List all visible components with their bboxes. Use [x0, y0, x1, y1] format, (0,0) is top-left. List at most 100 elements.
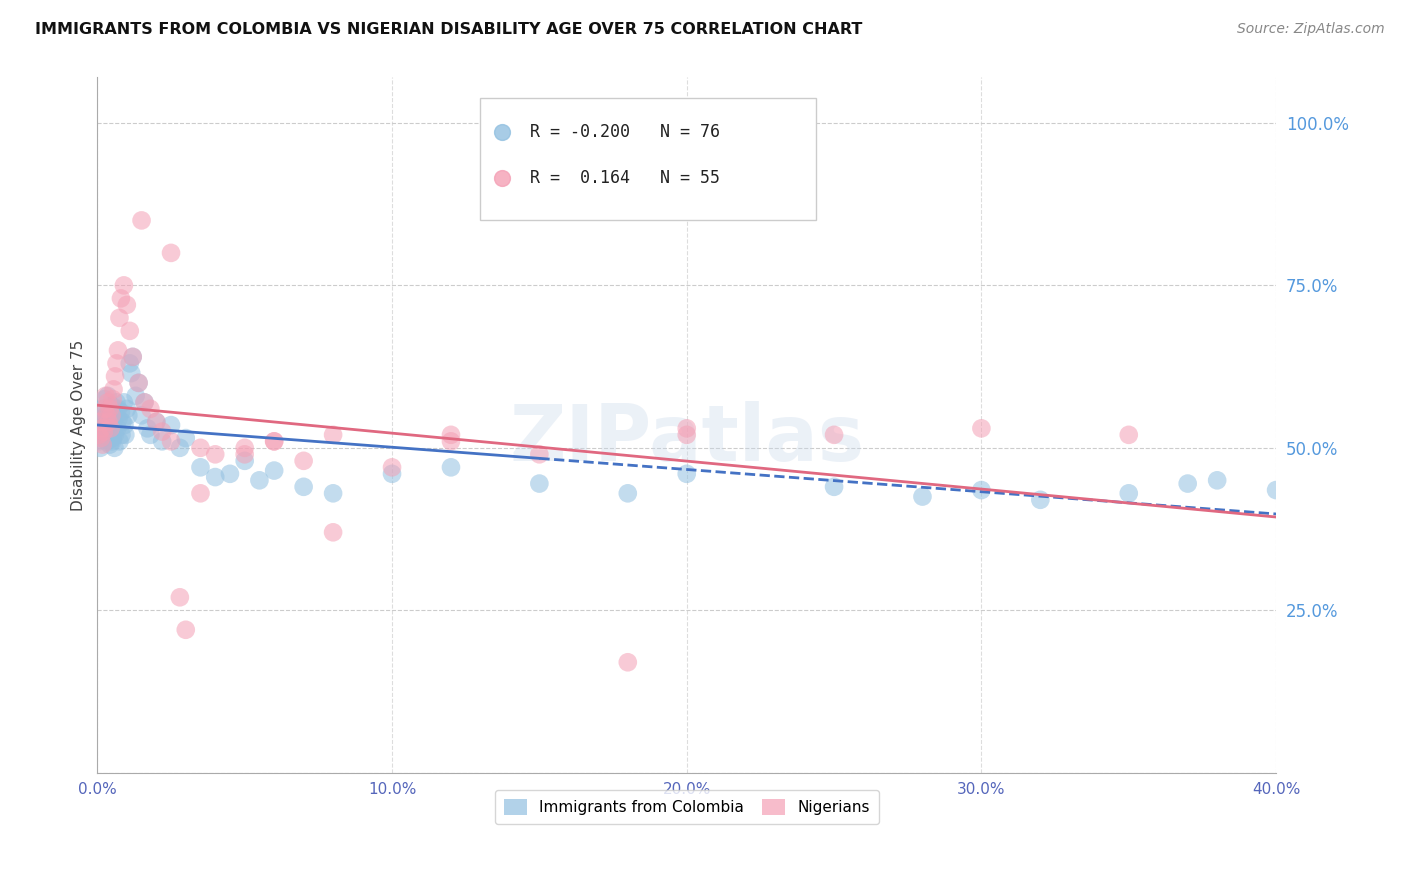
Point	[124, 389, 146, 403]
Point	[381, 460, 404, 475]
Point	[97, 415, 120, 429]
Point	[93, 392, 115, 406]
Point	[105, 421, 128, 435]
Point	[90, 421, 112, 435]
Point	[101, 431, 124, 445]
Point	[970, 483, 993, 497]
Point	[101, 434, 124, 449]
Point	[136, 421, 159, 435]
Point	[145, 415, 167, 429]
Point	[110, 405, 132, 419]
Point	[114, 418, 136, 433]
Point	[1029, 492, 1052, 507]
Point	[190, 486, 212, 500]
Point	[114, 427, 136, 442]
Point	[160, 418, 183, 433]
Point	[120, 366, 142, 380]
Point	[100, 418, 122, 433]
Point	[233, 447, 256, 461]
Point	[440, 460, 463, 475]
Point	[107, 401, 129, 416]
FancyBboxPatch shape	[481, 98, 817, 220]
Point	[110, 292, 132, 306]
Point	[118, 324, 141, 338]
Point	[105, 395, 128, 409]
Point	[93, 401, 115, 416]
Text: R = -0.200   N = 76: R = -0.200 N = 76	[530, 123, 720, 141]
Point	[381, 467, 404, 481]
Point	[233, 441, 256, 455]
Point	[322, 525, 344, 540]
Point	[823, 427, 845, 442]
Point	[96, 409, 118, 423]
Point	[96, 760, 118, 774]
Point	[204, 447, 226, 461]
Point	[112, 278, 135, 293]
Point	[115, 298, 138, 312]
Point	[89, 415, 111, 429]
Text: R =  0.164   N = 55: R = 0.164 N = 55	[530, 169, 720, 187]
Point	[440, 427, 463, 442]
Point	[169, 591, 191, 605]
Point	[139, 427, 162, 442]
Point	[90, 421, 112, 435]
Point	[107, 411, 129, 425]
Point	[104, 369, 127, 384]
Point	[90, 411, 112, 425]
Point	[89, 425, 111, 439]
Point	[91, 401, 114, 416]
Point	[112, 395, 135, 409]
Point	[94, 418, 117, 433]
Point	[100, 399, 122, 413]
Point	[96, 434, 118, 449]
Point	[970, 421, 993, 435]
Point	[190, 460, 212, 475]
Point	[110, 427, 132, 442]
Point	[128, 376, 150, 390]
Point	[101, 392, 124, 406]
Point	[105, 356, 128, 370]
Point	[97, 395, 120, 409]
Point	[263, 434, 285, 449]
Point	[617, 655, 640, 669]
Point	[115, 401, 138, 416]
Point	[90, 431, 112, 445]
Point	[94, 389, 117, 403]
Point	[98, 437, 121, 451]
Point	[1177, 476, 1199, 491]
Point	[121, 350, 143, 364]
Point	[160, 434, 183, 449]
Point	[91, 437, 114, 451]
Point	[617, 486, 640, 500]
Point	[263, 434, 285, 449]
Text: ZIPatlas: ZIPatlas	[509, 401, 865, 477]
Point	[675, 427, 697, 442]
Point	[823, 480, 845, 494]
Point	[169, 441, 191, 455]
Point	[219, 467, 242, 481]
Point	[128, 376, 150, 390]
Point	[97, 389, 120, 403]
Point	[96, 409, 118, 423]
Point	[91, 431, 114, 445]
Point	[150, 434, 173, 449]
Point	[98, 425, 121, 439]
Point	[233, 454, 256, 468]
Point	[131, 409, 153, 423]
Point	[145, 415, 167, 429]
Point	[103, 441, 125, 455]
Point	[131, 213, 153, 227]
Point	[96, 760, 118, 774]
Legend: Immigrants from Colombia, Nigerians: Immigrants from Colombia, Nigerians	[495, 790, 879, 824]
Y-axis label: Disability Age Over 75: Disability Age Over 75	[72, 340, 86, 511]
Point	[103, 382, 125, 396]
Point	[322, 427, 344, 442]
Point	[89, 418, 111, 433]
Point	[1118, 427, 1140, 442]
Point	[249, 473, 271, 487]
Point	[100, 409, 122, 423]
Point	[1118, 486, 1140, 500]
Point	[108, 310, 131, 325]
Point	[440, 434, 463, 449]
Point	[1206, 473, 1229, 487]
